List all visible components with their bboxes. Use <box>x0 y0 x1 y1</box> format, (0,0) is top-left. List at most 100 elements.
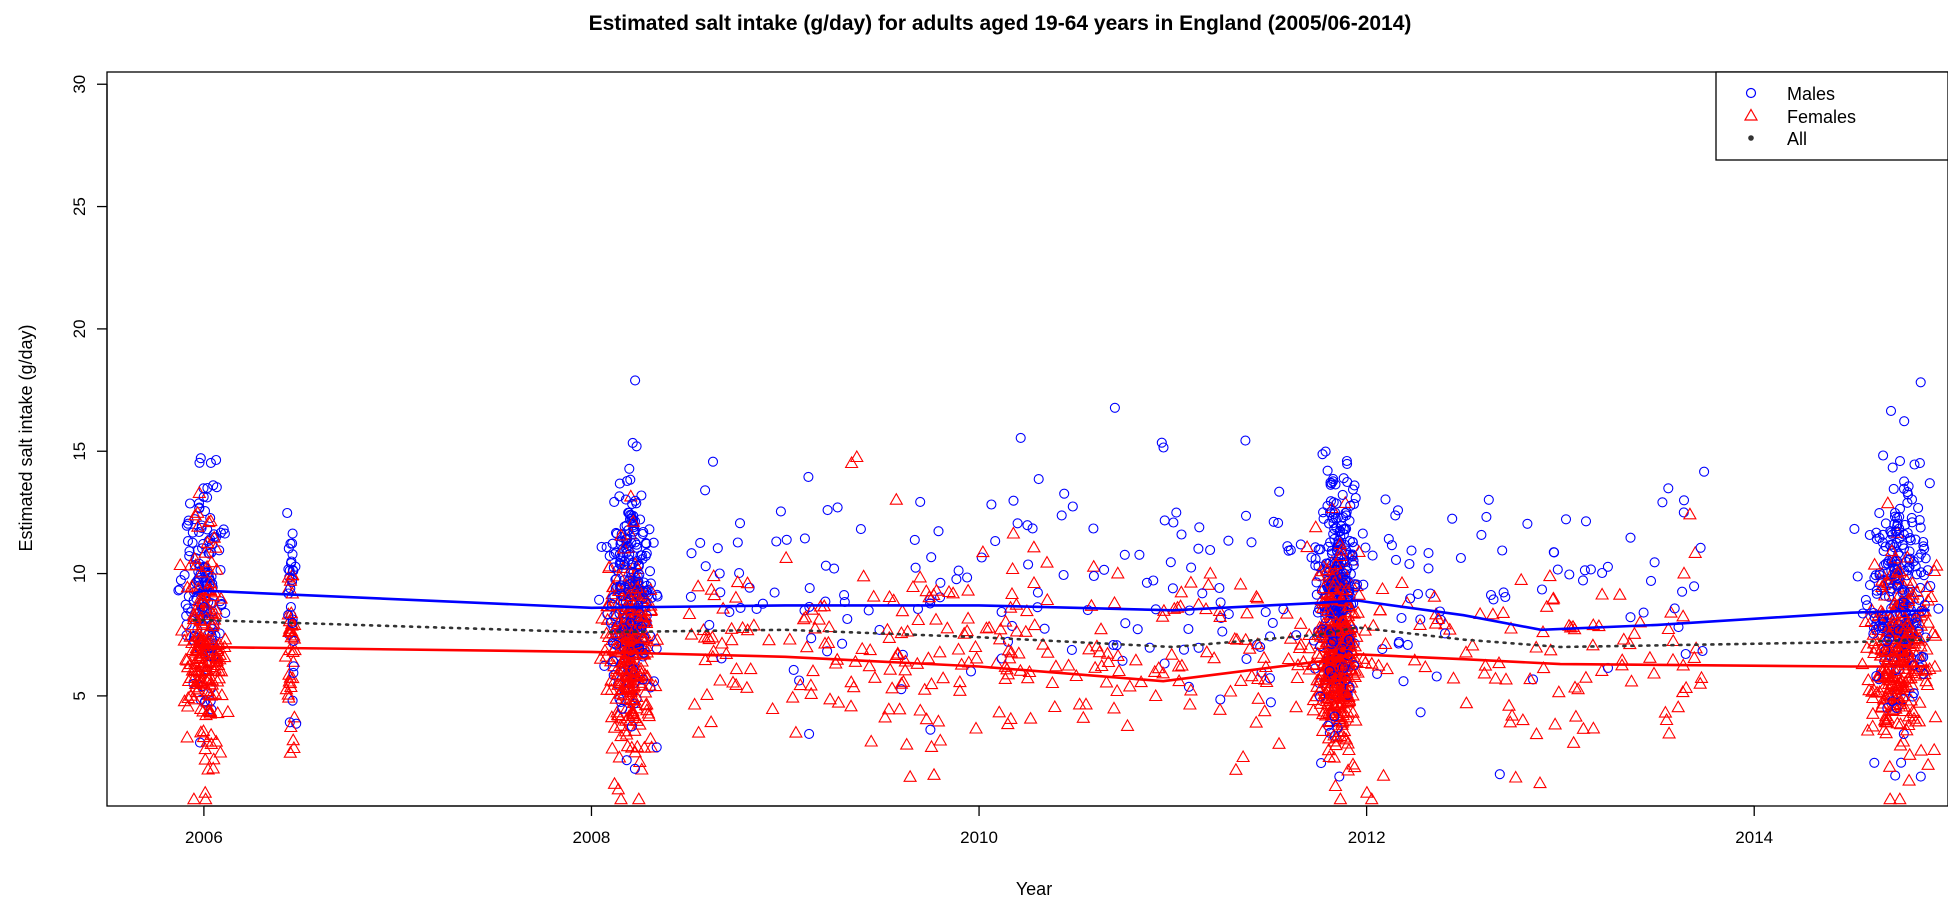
female-point <box>611 644 626 657</box>
y-tick-label: 5 <box>70 691 89 700</box>
female-point <box>609 606 624 619</box>
female-point <box>1191 597 1206 610</box>
female-point <box>823 692 837 705</box>
female-point <box>1201 577 1216 590</box>
female-point <box>279 682 294 695</box>
female-point <box>1895 643 1910 656</box>
female-point <box>1334 668 1348 681</box>
female-point <box>881 702 896 715</box>
female-point <box>1167 601 1182 614</box>
male-point <box>1268 516 1279 527</box>
female-point <box>606 642 621 655</box>
female-point <box>1251 671 1265 685</box>
female-point <box>204 688 219 701</box>
female-point <box>206 589 221 602</box>
male-point <box>1915 771 1926 782</box>
female-point <box>700 687 714 700</box>
male-point <box>933 526 944 537</box>
female-point <box>782 632 797 645</box>
male-point <box>642 584 653 595</box>
female-point <box>1306 657 1321 671</box>
female-point <box>650 632 665 645</box>
female-point <box>1693 676 1708 689</box>
female-point <box>942 584 956 598</box>
female-point <box>205 618 220 631</box>
female-point <box>1329 669 1344 682</box>
male-point <box>1405 593 1416 604</box>
male-point <box>1265 631 1276 642</box>
male-point <box>1334 771 1345 782</box>
female-point <box>1036 637 1050 650</box>
male-point <box>1415 707 1426 718</box>
female-point <box>1229 632 1244 645</box>
female-point <box>900 624 915 637</box>
male-point <box>734 568 745 579</box>
female-point <box>621 632 636 645</box>
female-point <box>619 650 634 663</box>
female-point <box>1376 768 1391 781</box>
male-point <box>1329 523 1340 534</box>
female-point <box>687 697 702 710</box>
female-point <box>1514 572 1529 585</box>
female-point <box>1322 650 1337 663</box>
male-point <box>1911 569 1922 580</box>
male-point <box>1332 512 1343 523</box>
male-point <box>1322 500 1333 511</box>
female-point <box>1371 658 1386 671</box>
male-point <box>1350 582 1361 593</box>
male-point <box>1246 537 1257 548</box>
male-point <box>282 507 293 519</box>
male-point <box>910 562 921 573</box>
female-point <box>1328 778 1343 792</box>
male-point <box>1577 575 1589 586</box>
x-tick-label: 2014 <box>1735 828 1773 847</box>
male-point <box>1899 416 1910 427</box>
female-point <box>1336 614 1351 627</box>
female-point <box>1485 607 1500 620</box>
male-point <box>636 550 647 561</box>
male-point <box>1144 642 1155 653</box>
female-point <box>1905 587 1920 600</box>
male-point <box>799 533 810 544</box>
female-point <box>1431 611 1446 625</box>
female-point <box>1867 645 1881 659</box>
female-point <box>214 687 229 701</box>
female-point <box>1236 749 1251 763</box>
female-point <box>855 641 870 654</box>
female-point <box>593 651 608 664</box>
male-point <box>1877 623 1888 634</box>
male-point <box>1176 529 1187 540</box>
female-point <box>1112 663 1126 677</box>
female-point <box>1011 646 1026 659</box>
female-point <box>1897 699 1912 712</box>
male-point <box>194 457 205 468</box>
female-point <box>1897 632 1912 646</box>
female-point <box>1323 638 1338 651</box>
female-point <box>740 576 755 589</box>
female-point <box>1865 706 1880 719</box>
female-point <box>975 544 990 558</box>
male-point <box>1330 513 1341 524</box>
plot-frame <box>106 71 1948 807</box>
male-point <box>615 582 626 593</box>
female-point <box>178 652 193 665</box>
female-point <box>202 672 217 685</box>
female-point <box>1515 712 1530 726</box>
female-point <box>1183 575 1198 588</box>
female-point <box>627 630 642 643</box>
female-point <box>1586 721 1601 734</box>
male-point <box>1906 512 1917 523</box>
female-point <box>684 627 699 640</box>
female-point <box>1904 693 1919 706</box>
female-point <box>1885 703 1900 716</box>
female-point <box>726 675 740 688</box>
male-point <box>820 560 831 571</box>
female-point <box>1900 550 1915 563</box>
male-point <box>1291 630 1302 641</box>
female-point <box>1320 696 1335 709</box>
female-point <box>613 711 628 724</box>
male-point <box>1325 477 1336 488</box>
male-point <box>1889 568 1900 579</box>
female-point <box>805 602 819 615</box>
female-point <box>1313 696 1328 709</box>
